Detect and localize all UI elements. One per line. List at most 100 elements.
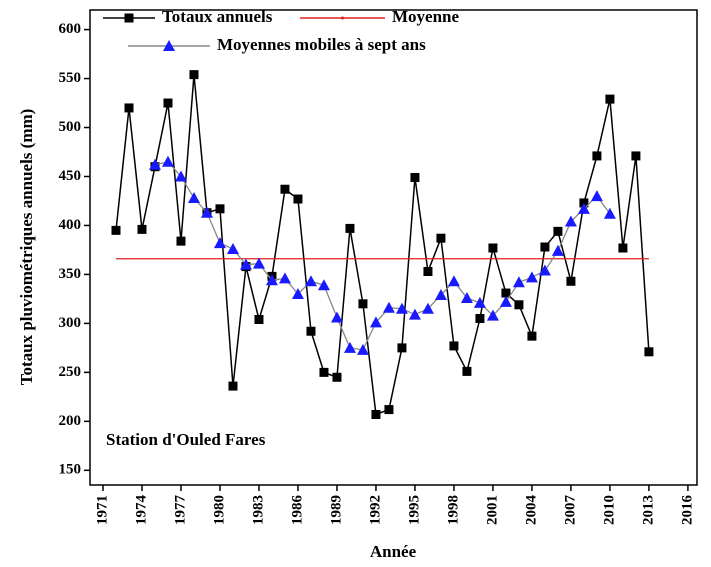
point-marker (189, 70, 199, 80)
legend-marker (341, 16, 344, 20)
point-marker (226, 242, 239, 254)
point-marker (137, 224, 147, 234)
point-marker (423, 266, 433, 276)
legend-label: Totaux annuels (162, 7, 273, 26)
point-marker (553, 226, 563, 236)
x-tick-label: 1989 (328, 495, 344, 525)
point-marker (345, 223, 355, 233)
point-marker (577, 202, 590, 214)
point-marker (215, 204, 225, 214)
point-marker (527, 331, 537, 341)
point-marker (187, 192, 200, 204)
point-marker (538, 264, 551, 276)
legend-marker (163, 40, 175, 51)
point-marker (293, 194, 303, 204)
y-axis-label: Totaux pluviométriques annuels (mm) (17, 109, 36, 386)
point-marker (304, 275, 317, 287)
point-marker (514, 300, 524, 310)
point-marker (566, 276, 576, 286)
point-marker (163, 98, 173, 108)
x-tick-label: 2016 (679, 495, 695, 526)
x-tick-label: 2001 (484, 495, 500, 525)
point-marker (590, 190, 603, 202)
point-marker (382, 301, 395, 313)
x-tick-label: 1986 (289, 495, 305, 526)
legend-marker (124, 13, 134, 23)
point-marker (332, 372, 342, 382)
point-marker (540, 242, 550, 252)
point-marker (280, 184, 290, 194)
x-tick-label: 1977 (172, 495, 188, 526)
x-tick-label: 2010 (601, 495, 617, 525)
x-tick-label: 1974 (133, 495, 149, 526)
point-marker (551, 244, 564, 256)
series-line (115, 74, 650, 416)
point-marker (475, 314, 485, 324)
point-marker (421, 302, 434, 314)
point-marker (592, 151, 602, 161)
legend-label: Moyennes mobiles à sept ans (217, 35, 426, 54)
point-marker (408, 308, 421, 320)
point-marker (447, 275, 460, 287)
point-marker (176, 236, 186, 246)
point-marker (488, 243, 498, 253)
point-marker (291, 288, 304, 300)
point-marker (564, 215, 577, 227)
point-marker (462, 366, 472, 376)
y-tick-label: 400 (59, 217, 82, 233)
point-marker (525, 271, 538, 283)
point-marker (228, 381, 238, 391)
y-tick-label: 350 (59, 266, 82, 282)
point-marker (384, 405, 394, 415)
y-tick-label: 300 (59, 315, 82, 331)
x-tick-label: 2004 (523, 495, 539, 526)
point-marker (436, 233, 446, 243)
point-marker (397, 343, 407, 353)
point-marker (239, 258, 252, 270)
x-tick-label: 1983 (250, 495, 266, 525)
point-marker (410, 172, 420, 182)
point-marker (486, 309, 499, 321)
point-marker (124, 103, 134, 113)
y-tick-label: 500 (59, 119, 82, 135)
point-marker (254, 314, 264, 324)
point-marker (501, 288, 511, 298)
point-marker (499, 295, 512, 307)
x-tick-label: 1980 (211, 495, 227, 525)
point-marker (200, 206, 213, 218)
point-marker (213, 237, 226, 249)
point-marker (306, 326, 316, 336)
point-marker (174, 170, 187, 182)
x-tick-label: 1992 (367, 495, 383, 525)
y-tick-label: 600 (59, 21, 82, 37)
point-marker (644, 347, 654, 357)
point-marker (473, 296, 486, 308)
y-tick-label: 150 (59, 462, 82, 478)
point-marker (603, 207, 616, 219)
point-marker (449, 341, 459, 351)
point-marker (369, 316, 382, 328)
point-marker (618, 243, 628, 253)
point-marker (631, 151, 641, 161)
point-marker (161, 155, 174, 167)
x-axis-label: Année (370, 542, 417, 561)
point-marker (330, 311, 343, 323)
y-tick-label: 200 (59, 413, 82, 429)
x-tick-label: 2007 (562, 495, 578, 526)
point-marker (317, 279, 330, 291)
x-tick-label: 2013 (640, 495, 656, 525)
x-tick-label: 1995 (406, 495, 422, 525)
point-marker (358, 299, 368, 309)
annotation: Station d'Ouled Fares (106, 430, 266, 449)
point-marker (148, 158, 161, 170)
point-marker (605, 94, 615, 104)
x-tick-label: 1971 (94, 495, 110, 525)
point-marker (356, 343, 369, 355)
point-marker (460, 291, 473, 303)
point-marker (371, 409, 381, 419)
point-marker (395, 302, 408, 314)
point-marker (278, 272, 291, 284)
plot-frame (89, 9, 698, 486)
point-marker (343, 341, 356, 353)
point-marker (319, 367, 329, 377)
